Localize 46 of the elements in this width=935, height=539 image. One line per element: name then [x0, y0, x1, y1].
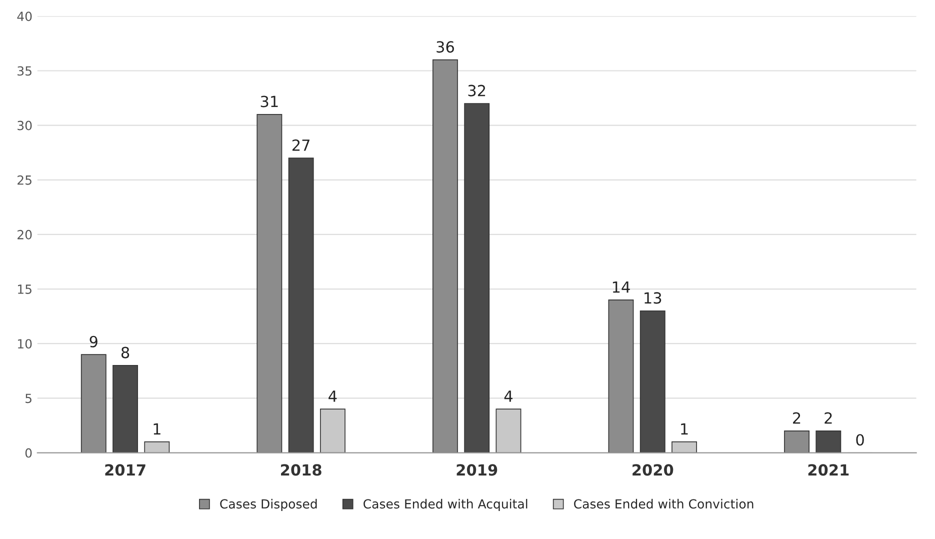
- data-label: 27: [292, 139, 310, 151]
- legend-label: Cases Disposed: [220, 498, 317, 512]
- bar: [496, 408, 522, 453]
- bar: [80, 354, 106, 453]
- y-tick-label: 30: [18, 120, 32, 130]
- data-label: 0: [856, 434, 864, 446]
- data-label: 1: [681, 423, 688, 434]
- bar: [816, 430, 842, 453]
- data-label: 32: [468, 84, 486, 96]
- bar: [256, 114, 282, 453]
- y-tick-label: 20: [18, 230, 32, 240]
- legend-label: Cases Ended with Conviction: [574, 498, 754, 509]
- y-tick-label: 5: [26, 394, 32, 404]
- x-tick-label: 2019: [456, 464, 498, 476]
- x-tick-label: 2018: [281, 464, 322, 476]
- bar: [608, 300, 634, 453]
- bar: [464, 103, 490, 453]
- bar: [320, 408, 346, 453]
- x-tick-label: 2017: [105, 464, 146, 476]
- bar: [784, 430, 810, 453]
- x-tick-label: 2021: [808, 464, 849, 476]
- bar: [112, 365, 138, 453]
- bar: [432, 59, 458, 453]
- data-label: 36: [436, 41, 454, 53]
- legend-label: Cases Ended with Acquital: [364, 498, 528, 512]
- data-label: 8: [121, 346, 130, 358]
- data-label: 31: [260, 96, 278, 108]
- y-tick-label: 35: [18, 66, 32, 76]
- data-label: 4: [504, 390, 512, 402]
- y-tick-label: 15: [18, 284, 32, 294]
- data-label: 1: [154, 423, 160, 434]
- bar: [640, 310, 666, 453]
- data-label: 4: [328, 390, 337, 402]
- data-label: 14: [612, 281, 630, 293]
- y-tick-label: 25: [18, 175, 32, 185]
- data-label: 2: [824, 412, 832, 424]
- y-tick-label: 40: [17, 12, 32, 22]
- x-tick-label: 2020: [632, 464, 674, 476]
- bar: [672, 441, 697, 453]
- data-label: 9: [90, 336, 98, 348]
- bar: [144, 441, 170, 453]
- y-tick-label: 0: [25, 448, 32, 458]
- data-label: 2: [793, 412, 800, 424]
- bar: [288, 158, 314, 453]
- data-label: 13: [644, 292, 662, 304]
- y-tick-label: 10: [18, 339, 32, 349]
